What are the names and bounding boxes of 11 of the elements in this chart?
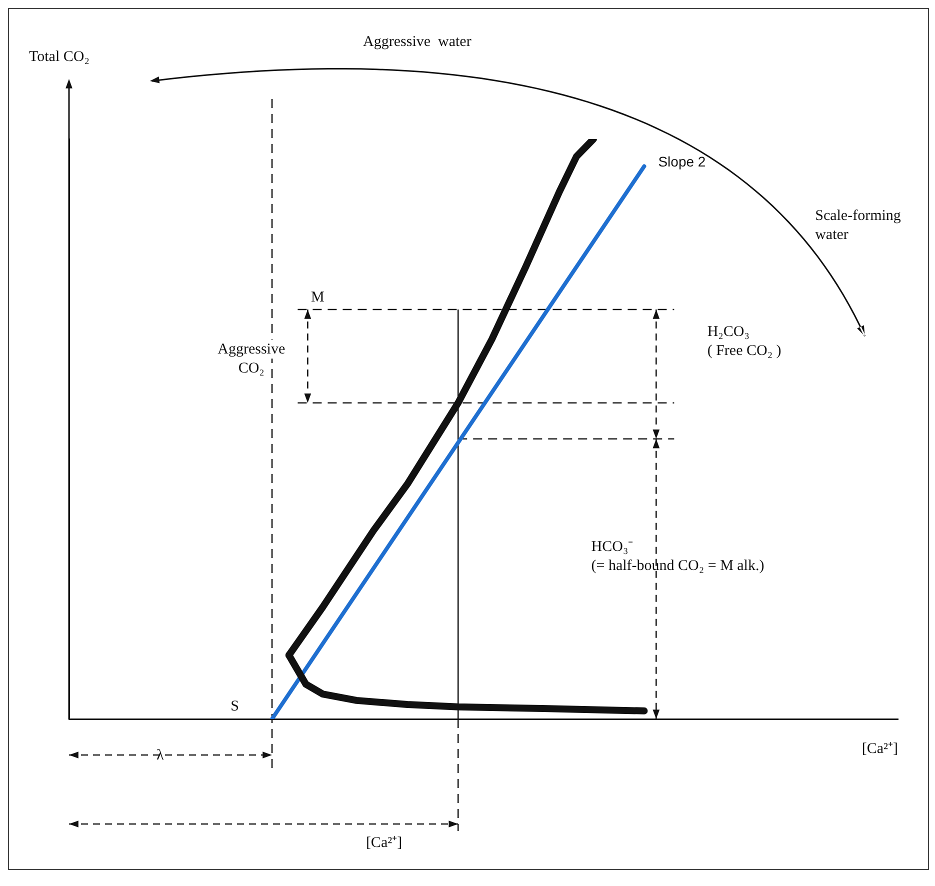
series-label: Slope 2 [658,153,706,170]
y-axis-title: Total CO₂ [29,49,90,65]
annotation: M [311,289,324,306]
annotation: S [230,698,239,714]
annotation: H₂CO₃ ( Free CO₂ ) [707,324,782,360]
text: Aggressive water [363,34,472,50]
annotation: Aggressive CO₂ [218,342,286,377]
text: [Ca²⁺] [366,835,402,851]
x-axis-title: [Ca²⁺] [862,741,898,757]
annotation: HCO₃⁻ (= half-bound CO₂ = M alk.) [591,538,764,574]
annotation: Scale-forming water [815,208,902,244]
